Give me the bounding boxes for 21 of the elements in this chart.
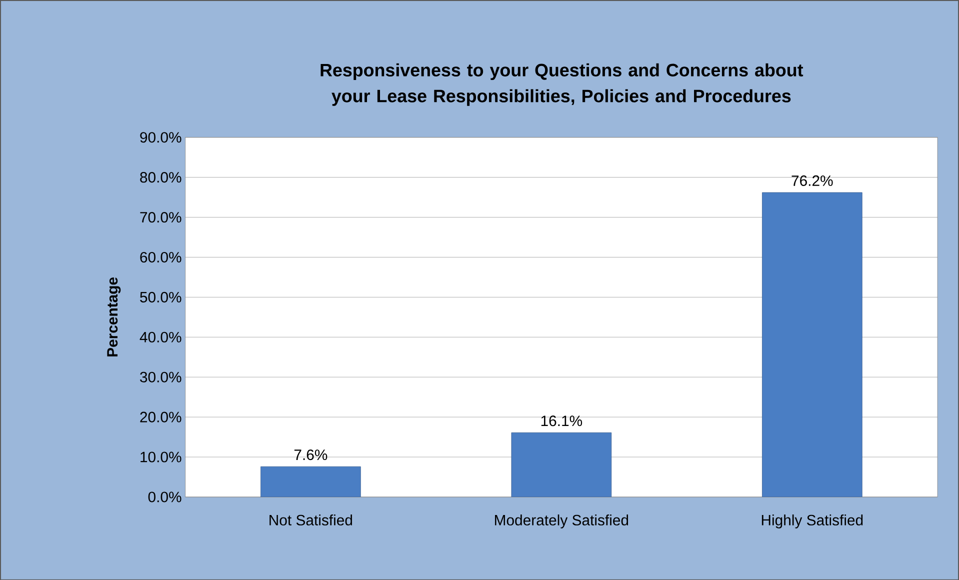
y-tick-label: 0.0% xyxy=(148,492,182,502)
x-tick-label: Highly Satisfied xyxy=(762,514,863,528)
y-tick-label: 50.0% xyxy=(140,292,182,302)
y-tick-label: 70.0% xyxy=(140,212,182,222)
data-label: 76.2% xyxy=(792,175,833,186)
chart-title: Responsiveness to your Questions and Concerns about your Lease Responsibilities, Policies and Procedures xyxy=(320,63,804,106)
data-label: 7.6% xyxy=(294,449,328,460)
bar xyxy=(260,466,361,497)
data-label: 16.1% xyxy=(541,415,582,426)
y-tick-label: 10.0% xyxy=(140,452,182,462)
y-tick-label: 60.0% xyxy=(140,252,182,262)
x-tick-label: Moderately Satisfied xyxy=(495,514,628,528)
x-tick-label: Not Satisfied xyxy=(270,514,352,526)
bar xyxy=(762,192,862,497)
y-axis-title: Percentage xyxy=(107,277,121,356)
y-tick-label: 80.0% xyxy=(140,172,182,182)
y-tick-label: 90.0% xyxy=(140,132,182,142)
y-tick-label: 30.0% xyxy=(140,372,182,382)
y-tick-label: 20.0% xyxy=(140,412,182,422)
bar xyxy=(511,432,612,497)
y-tick-label: 40.0% xyxy=(140,332,182,342)
